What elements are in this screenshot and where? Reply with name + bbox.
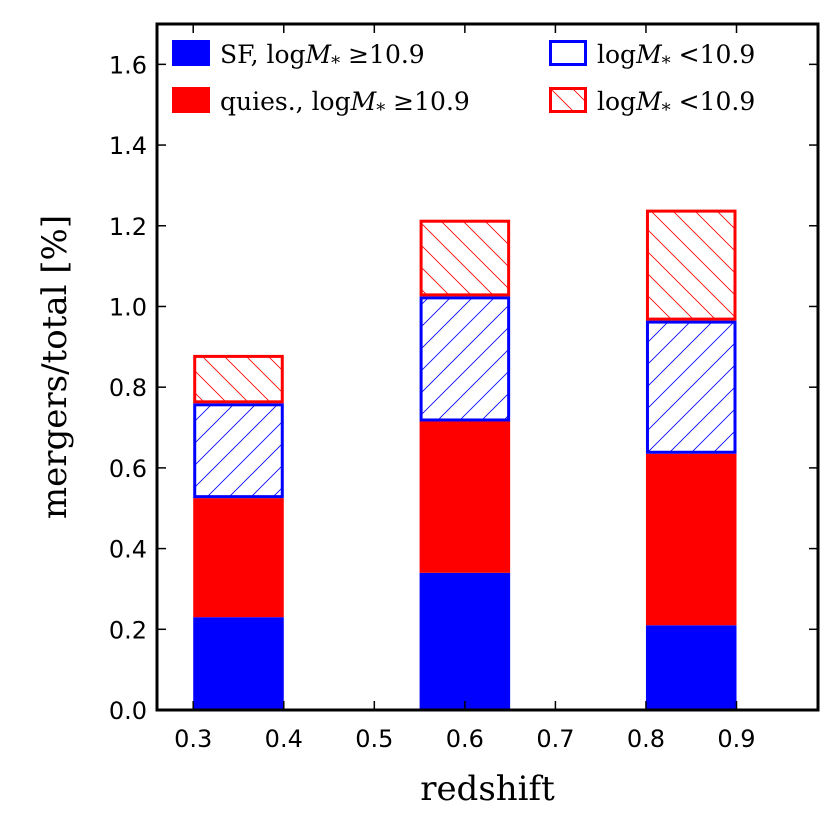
bar-3-bin-3 xyxy=(645,320,737,454)
y-tick-label: 0.4 xyxy=(109,536,147,564)
x-axis-label: redshift xyxy=(420,769,555,809)
y-tick-label: 0.6 xyxy=(109,455,147,483)
y-tick-label: 1.6 xyxy=(109,51,147,79)
bar-1-bin-3 xyxy=(645,625,737,710)
y-tick-label: 0.2 xyxy=(109,616,147,644)
y-tick-label: 1.2 xyxy=(109,213,147,241)
legend-entry-3-swatch xyxy=(172,87,210,113)
y-axis-label: mergers/total [%] xyxy=(35,215,75,519)
x-tick-label: 0.4 xyxy=(265,725,303,753)
bar-2-bin-3 xyxy=(645,453,737,626)
legend-entry-2-swatch xyxy=(549,40,587,66)
bars-layer xyxy=(193,209,737,710)
x-tick-label: 0.3 xyxy=(174,725,212,753)
bar-4-bin-1 xyxy=(193,354,284,404)
legend-entry-4-swatch xyxy=(549,87,587,113)
legend-entry-3-label: quies., logM* ≥10.9 xyxy=(220,87,470,121)
y-tick-label: 1.4 xyxy=(109,132,147,160)
legend-entry-1-label: SF, logM* ≥10.9 xyxy=(220,40,425,74)
y-tick-label: 1.0 xyxy=(109,293,147,321)
legend-entry-1-swatch xyxy=(172,40,210,66)
x-tick-label: 0.8 xyxy=(627,725,665,753)
bar-2-bin-2 xyxy=(419,421,511,573)
legend-entry-2-label: logM* <10.9 xyxy=(597,40,755,74)
x-tick-label: 0.6 xyxy=(446,725,484,753)
bar-4-bin-2 xyxy=(419,219,511,297)
bar-2-bin-1 xyxy=(193,498,284,618)
legend-entry-4-label: logM* <10.9 xyxy=(597,87,755,121)
x-tick-label: 0.9 xyxy=(717,725,755,753)
x-tick-label: 0.5 xyxy=(355,725,393,753)
y-tick-label: 0.8 xyxy=(109,374,147,402)
bar-1-bin-1 xyxy=(193,617,284,710)
plot-frame xyxy=(155,22,820,712)
bar-3-bin-2 xyxy=(419,296,511,422)
x-tick-label: 0.7 xyxy=(536,725,574,753)
bar-3-bin-1 xyxy=(193,403,284,499)
legend: SF, logM* ≥10.9 logM* <10.9 quies., logM* … xyxy=(172,40,755,121)
bar-4-bin-3 xyxy=(645,209,737,321)
bar-1-bin-2 xyxy=(419,572,511,710)
y-tick-label: 0.0 xyxy=(109,697,147,725)
